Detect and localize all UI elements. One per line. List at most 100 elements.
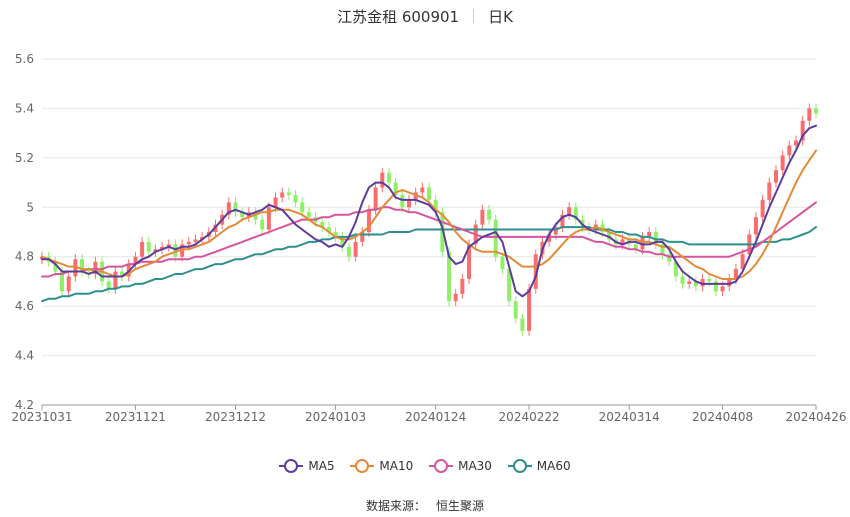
candle-body (440, 212, 445, 252)
x-tick-label: 20240426 (785, 410, 846, 424)
candle-body (153, 249, 158, 252)
legend-label: MA30 (458, 459, 492, 473)
candle-body (413, 192, 418, 200)
data-source: 数据来源： 恒生聚源 (0, 497, 850, 514)
candle-body (733, 269, 738, 279)
legend-swatch-icon (507, 459, 532, 473)
candle-body (480, 209, 485, 225)
candle-body (720, 286, 725, 292)
candle-body (447, 251, 452, 302)
legend-item-ma60[interactable]: MA60 (507, 459, 571, 473)
candle-body (286, 192, 291, 195)
y-tick-label: 5.4 (15, 101, 34, 115)
candle-body (667, 254, 672, 262)
candle-body (573, 207, 578, 220)
candle-body (340, 236, 345, 247)
legend-label: MA10 (379, 459, 414, 473)
candle-body (753, 217, 758, 235)
candle-body (687, 281, 692, 284)
candle-body (760, 199, 765, 218)
candle-body (106, 281, 111, 289)
candle-body (140, 241, 145, 257)
candle-body (647, 232, 652, 237)
candle-body (280, 192, 285, 198)
candle-body (93, 261, 98, 275)
candle-body (427, 187, 431, 200)
candle-body (567, 207, 572, 215)
candle-body (53, 261, 58, 272)
candle-body (700, 278, 705, 287)
x-tick-label: 20231121 (105, 410, 166, 424)
legend-item-ma30[interactable]: MA30 (429, 459, 492, 473)
y-tick-label: 5 (26, 200, 34, 214)
x-tick-label: 20240124 (405, 410, 466, 424)
candle-body (547, 234, 552, 242)
title-divider (473, 9, 475, 23)
candle-body (633, 244, 638, 250)
candle-body (86, 271, 91, 275)
candle-body (487, 209, 492, 220)
candle-body (73, 259, 78, 277)
candle-body (600, 224, 605, 232)
legend-item-ma5[interactable]: MA5 (279, 459, 335, 473)
stock-name-code: 江苏金租 600901 (337, 8, 460, 26)
source-value: 恒生聚源 (436, 499, 485, 513)
candle-body (693, 281, 698, 287)
candle-body (460, 278, 465, 294)
candle-body (66, 276, 71, 292)
candle-body (793, 140, 798, 146)
y-tick-label: 5.6 (15, 52, 34, 66)
legend-item-ma10[interactable]: MA10 (350, 459, 413, 473)
candle-body (807, 108, 812, 121)
candle-body (467, 244, 472, 279)
x-tick-label: 20231212 (205, 410, 266, 424)
candle-body (133, 256, 138, 265)
candle-body (266, 207, 271, 230)
candle-body (780, 155, 785, 171)
candle-body (166, 244, 171, 247)
candle-body (173, 244, 178, 257)
candle-body (773, 170, 778, 183)
candle-body (366, 209, 371, 232)
x-tick-label: 20231031 (11, 410, 72, 424)
period-label: 日K (488, 8, 513, 26)
ma30-line (41, 201, 817, 278)
candle-body (560, 214, 565, 228)
candle-body (520, 318, 525, 331)
candle-body (513, 301, 518, 319)
candle-body (373, 187, 378, 210)
candle-body (393, 182, 398, 195)
ma10-line (41, 149, 817, 280)
ma60-line (41, 226, 817, 303)
candle-body (146, 241, 151, 252)
candle-body (320, 222, 325, 228)
candle-body (707, 278, 712, 282)
legend-label: MA60 (536, 459, 571, 473)
candle-body (80, 259, 85, 272)
candle-body (493, 219, 498, 257)
candle-body (640, 236, 645, 250)
candle-body (346, 246, 351, 257)
chart-title: 江苏金租 600901 日K (0, 6, 850, 27)
candle-body (353, 241, 358, 257)
legend-swatch-icon (429, 459, 454, 473)
y-tick-label: 4.8 (15, 250, 34, 264)
candle-body (420, 187, 425, 193)
candle-body (673, 261, 678, 277)
candle-body (653, 232, 658, 245)
legend-label: MA5 (308, 459, 335, 473)
candle-body (507, 269, 512, 302)
candle-body (40, 256, 44, 260)
candle-body (226, 202, 231, 215)
candlestick-chart: 4.2 4.4 4.6 4.8 5 5.2 5.4 5.6 20231031 20231121 20… (11, 52, 846, 424)
candle-body (306, 212, 311, 218)
legend-swatch-icon (279, 459, 304, 473)
x-tick-label: 20240314 (599, 410, 660, 424)
candle-body (660, 244, 665, 255)
candle-body (400, 194, 405, 208)
candle-body (453, 293, 458, 302)
candle-body (253, 212, 258, 220)
legend-swatch-icon (350, 459, 375, 473)
candle-body (300, 202, 305, 213)
candle-body (273, 197, 278, 208)
